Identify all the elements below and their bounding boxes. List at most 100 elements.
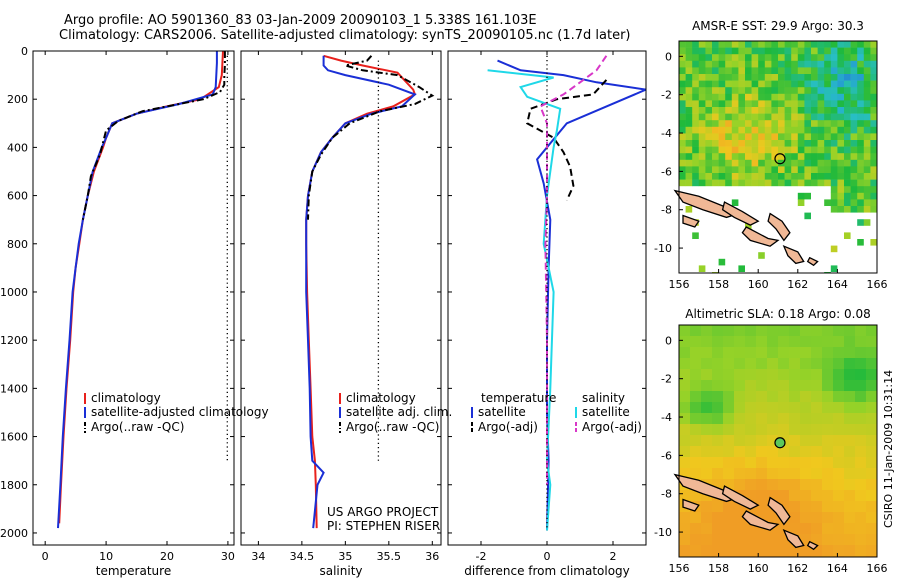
- heatmap-cell: [870, 192, 878, 200]
- heatmap-cell: [784, 133, 792, 141]
- heatmap-cell: [758, 252, 766, 260]
- heatmap-cell: [830, 80, 838, 88]
- heatmap-cell: [758, 245, 766, 253]
- heatmap-cell: [817, 54, 825, 62]
- heatmap-cell: [870, 258, 878, 266]
- heatmap-cell: [725, 146, 733, 154]
- heatmap-cell: [725, 67, 733, 75]
- heatmap-cell: [784, 166, 792, 174]
- heatmap-cell: [698, 54, 706, 62]
- heatmap-cell: [718, 67, 726, 75]
- heatmap-cell: [797, 232, 805, 240]
- legend-satellite-adjusted: satellite-adjusted climatology: [91, 405, 269, 419]
- heatmap-cell: [712, 435, 724, 447]
- x-tick-label: 166: [867, 278, 888, 291]
- heatmap-cell: [850, 192, 858, 200]
- heatmap-cell: [679, 358, 691, 370]
- heatmap-cell: [824, 258, 832, 266]
- heatmap-cell: [756, 545, 768, 557]
- heatmap-cell: [863, 113, 871, 121]
- x-tick-label: -2: [476, 550, 487, 563]
- heatmap-cell: [679, 413, 691, 425]
- heatmap-cell: [817, 252, 825, 260]
- heatmap-cell: [698, 93, 706, 101]
- heatmap-cell: [679, 60, 686, 68]
- island-coastline: [806, 256, 819, 267]
- heatmap-cell: [690, 358, 702, 370]
- heatmap-cell: [791, 47, 799, 55]
- heatmap-cell: [850, 133, 858, 141]
- heatmap-cell: [797, 173, 805, 180]
- heatmap-cell: [712, 457, 724, 469]
- heatmap-cell: [685, 212, 693, 220]
- heatmap-cell: [705, 93, 713, 101]
- heatmap-cell: [833, 435, 845, 447]
- heatmap-cell: [830, 74, 838, 81]
- heatmap-cell: [778, 107, 785, 114]
- heatmap-cell: [692, 252, 700, 260]
- heatmap-cell: [778, 245, 785, 253]
- heatmap-cell: [866, 336, 878, 348]
- heatmap-cell: [817, 126, 825, 134]
- heatmap-cell: [738, 199, 746, 207]
- heatmap-cell: [837, 166, 845, 174]
- heatmap-cell: [771, 41, 779, 48]
- heatmap-cell: [679, 336, 691, 348]
- heatmap-cell: [870, 87, 878, 95]
- heatmap-cell: [811, 545, 823, 557]
- heatmap-cell: [830, 41, 838, 48]
- heatmap-cell: [767, 479, 779, 491]
- heatmap-cell: [850, 100, 858, 108]
- heatmap-cell: [745, 239, 752, 246]
- heatmap-cell: [817, 206, 825, 213]
- heatmap-cell: [725, 252, 733, 260]
- heatmap-cell: [857, 67, 865, 75]
- heatmap-cell: [705, 74, 713, 81]
- heatmap-cell: [692, 107, 700, 114]
- heatmap-cell: [725, 74, 733, 81]
- heatmap-cell: [811, 457, 823, 469]
- heatmap-cell: [830, 192, 838, 200]
- heatmap-cell: [789, 468, 801, 480]
- heatmap-cell: [857, 258, 865, 266]
- heatmap-cell: [844, 41, 851, 48]
- heatmap-cell: [723, 336, 735, 348]
- heatmap-cell: [844, 245, 851, 253]
- heatmap-cell: [751, 166, 759, 174]
- heatmap-cell: [731, 107, 739, 114]
- heatmap-cell: [784, 41, 792, 48]
- heatmap-cell: [870, 166, 878, 174]
- heatmap-cell: [822, 336, 834, 348]
- heatmap-cell: [778, 100, 785, 108]
- heatmap-cell: [718, 159, 726, 167]
- heatmap-cell: [811, 192, 818, 200]
- heatmap-cell: [824, 212, 832, 220]
- heatmap-cell: [734, 369, 746, 381]
- heatmap-cell: [725, 225, 733, 233]
- heatmap-cell: [745, 54, 752, 62]
- heatmap-cell: [797, 239, 805, 246]
- heatmap-cell: [791, 192, 799, 200]
- heatmap-cell: [758, 153, 766, 161]
- heatmap-cell: [751, 67, 759, 75]
- heatmap-cell: [745, 245, 752, 253]
- heatmap-cell: [731, 47, 739, 55]
- x-tick-label: 160: [748, 278, 769, 291]
- heatmap-cell: [811, 325, 823, 337]
- heatmap-cell: [764, 100, 772, 108]
- heatmap-cell: [778, 457, 790, 469]
- heatmap-cell: [784, 219, 792, 227]
- heatmap-cell: [844, 446, 856, 458]
- heatmap-cell: [712, 225, 719, 233]
- heatmap-cell: [738, 74, 746, 81]
- heatmap-cell: [725, 179, 733, 187]
- heatmap-cell: [797, 67, 805, 75]
- heatmap-cell: [857, 120, 865, 128]
- heatmap-cell: [822, 413, 834, 425]
- heatmap-cell: [767, 545, 779, 557]
- heatmap-cell: [692, 87, 700, 95]
- heatmap-cell: [824, 80, 832, 88]
- heatmap-cell: [705, 146, 713, 154]
- heatmap-cell: [764, 186, 772, 194]
- heatmap-cell: [844, 258, 851, 266]
